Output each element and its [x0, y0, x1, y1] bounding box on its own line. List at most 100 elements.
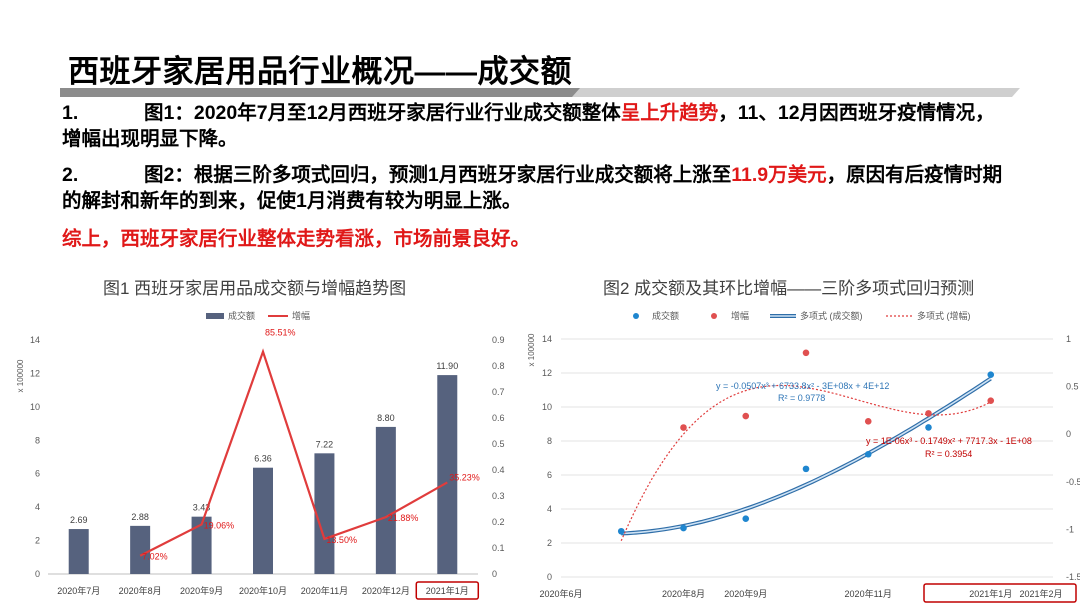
chart1-y2-tick: 0	[492, 569, 497, 579]
title-underline-bar	[60, 88, 1020, 97]
chart2-y-tick: 10	[542, 402, 552, 412]
paragraph-1-text-a: 图1：2020年7月至12月西班牙家居行业行业成交额整体	[144, 102, 621, 124]
chart2-r2-volume: R² = 0.9778	[778, 393, 825, 403]
chart2-legend-marker	[711, 313, 717, 319]
chart2-y-tick: 2	[547, 538, 552, 548]
chart1-line-label: 19.06%	[204, 520, 235, 530]
paragraph-1: 1. 图1：2020年7月至12月西班牙家居行业行业成交额整体呈上升趋势，11、1…	[62, 100, 1052, 152]
chart1-y2-tick: 0.9	[492, 335, 505, 345]
chart2-growth-point	[925, 410, 932, 417]
chart2-y2-tick: -0.5	[1066, 477, 1080, 487]
chart1-y2-tick: 0.7	[492, 387, 505, 397]
chart1-x-tick: 2021年1月	[426, 585, 469, 596]
chart1-x-tick: 2020年10月	[239, 585, 287, 596]
chart2-r2-growth: R² = 0.3954	[925, 449, 972, 459]
chart2-volume-point	[680, 524, 687, 532]
chart2-legend-label: 多项式 (增幅)	[917, 310, 971, 321]
chart1-x-tick: 2020年11月	[301, 585, 348, 596]
paragraph-2: 2. 图2：根据三阶多项式回归，预测1月西班牙家居行业成交额将上涨至11.9万美元…	[62, 162, 1052, 214]
chart1-line-label: 13.50%	[326, 535, 357, 545]
chart1-bar	[253, 467, 273, 574]
chart1-highlight-box	[415, 581, 480, 600]
chart2-legend-label: 多项式 (成交额)	[800, 310, 863, 321]
chart1-y-tick: 8	[35, 435, 40, 445]
chart1-bar	[191, 516, 212, 574]
chart2-volume-point	[742, 515, 750, 522]
chart1-y2-tick: 0.1	[492, 543, 505, 553]
chart2-growth-point	[864, 418, 872, 425]
paragraph-1-text-c: 增幅出现明显下降。	[62, 128, 238, 150]
chart2-growth-point	[987, 397, 995, 404]
chart1-x-tick: 2020年7月	[57, 585, 100, 596]
chart1-y2-tick: 0.3	[492, 491, 505, 501]
chart2-volume-point	[864, 450, 872, 458]
chart1-legend-label: 增幅	[292, 310, 310, 321]
chart2-x-tick: 2021年1月	[969, 588, 1012, 599]
paragraph-1-text-b: ，11、12月因西班牙疫情情况，	[718, 102, 995, 124]
chart2-x-tick: 2020年9月	[724, 588, 767, 599]
chart2-y2-tick: 1	[1066, 334, 1071, 344]
conclusion-text: 综上，西班牙家居行业整体走势看涨，市场前景良好。	[62, 228, 531, 250]
chart2-x-tick: 2021年2月	[1019, 588, 1062, 599]
chart2-y-tick: 4	[547, 504, 552, 514]
chart1-y2-tick: 0.5	[492, 439, 505, 449]
paragraph-2-text-c: 的解封和新年的到来，促使1月消费有较为明显上涨。	[62, 190, 522, 212]
chart1-legend-label: 成交额	[228, 310, 255, 321]
chart2-y-axis-label: x 100000	[527, 333, 536, 366]
chart1-x-tick: 2020年8月	[119, 585, 162, 596]
chart1-y-tick: 4	[35, 502, 40, 512]
chart2-legend-marker	[633, 313, 639, 319]
chart2-y-tick: 12	[542, 368, 552, 378]
chart1-bar-label: 8.80	[377, 413, 395, 423]
chart2-growth-point	[680, 424, 687, 431]
chart1-x-tick: 2020年9月	[180, 585, 223, 596]
chart2-y-tick: 6	[547, 470, 552, 480]
chart2-x-tick: 2020年11月	[845, 588, 892, 599]
paragraph-2-number: 2.	[62, 164, 79, 186]
chart1-bar	[130, 525, 151, 574]
chart1-line-label: 21.88%	[388, 513, 419, 523]
chart2-y-tick: 8	[547, 436, 552, 446]
chart1-y-tick: 14	[30, 335, 40, 345]
chart2-equation-growth: y = 1E-06x³ - 0.1749x² + 7717.3x - 1E+08	[866, 436, 1032, 446]
chart1-bar-label: 2.88	[131, 512, 149, 522]
chart1-y-tick: 2	[35, 536, 40, 546]
chart1-bar	[375, 426, 396, 574]
chart1-bar-label: 11.90	[436, 361, 458, 371]
chart2-y-tick: 14	[542, 334, 552, 344]
chart1-bar-label: 6.36	[254, 454, 272, 464]
chart1-line-label: 35.23%	[449, 472, 480, 482]
chart1-y-tick: 6	[35, 469, 40, 479]
chart1-bar-label: 2.69	[70, 515, 88, 525]
chart2-legend-label: 增幅	[731, 310, 749, 321]
chart2-x-tick: 2020年8月	[662, 588, 705, 599]
chart2-y2-tick: 0	[1066, 429, 1071, 439]
chart1-y-tick: 0	[35, 569, 40, 579]
chart2-y2-tick: 0.5	[1066, 382, 1079, 392]
chart1-line-series	[139, 348, 448, 557]
chart1-legend-swatch-bar	[206, 313, 224, 319]
chart2-volume-point	[802, 465, 810, 473]
chart1-y-tick: 12	[30, 368, 40, 378]
chart2-y-tick: 0	[547, 572, 552, 582]
chart2-legend-label: 成交额	[652, 310, 679, 321]
chart2-equation-volume: y = -0.0507x³ + 6733.8x² - 3E+08x + 4E+1…	[716, 381, 889, 391]
chart2-growth-point	[802, 349, 810, 357]
paragraph-2-text-a: 图2：根据三阶多项式回归，预测1月西班牙家居行业成交额将上涨至	[144, 164, 732, 186]
chart1-y2-tick: 0.6	[492, 413, 505, 423]
chart1-line-label: 85.51%	[265, 328, 296, 338]
chart2-volume-point	[925, 424, 932, 431]
chart1-y-axis-label: x 100000	[16, 359, 25, 392]
chart1-bar	[68, 529, 89, 574]
chart1-bar	[437, 375, 458, 574]
chart2-highlight-box	[923, 583, 1077, 603]
chart2-y2-tick: -1.5	[1066, 572, 1080, 582]
chart1-bar-label: 7.22	[316, 439, 334, 449]
chart1-bar	[314, 453, 335, 574]
paragraph-1-number: 1.	[62, 102, 79, 124]
chart2-volume-point	[617, 527, 625, 535]
chart1-line-label: 7.02%	[142, 552, 168, 562]
chart1-y2-tick: 0.2	[492, 517, 505, 527]
